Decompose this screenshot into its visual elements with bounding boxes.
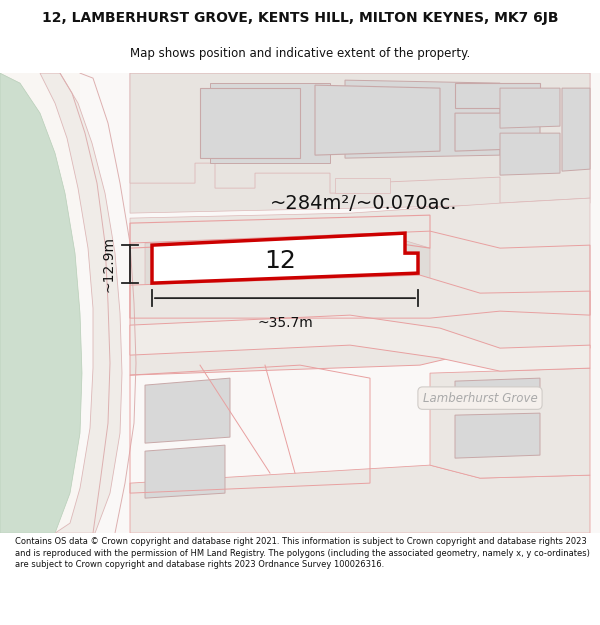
Text: Map shows position and indicative extent of the property.: Map shows position and indicative extent… [130, 48, 470, 61]
Polygon shape [145, 378, 230, 443]
Polygon shape [145, 233, 430, 330]
Polygon shape [130, 315, 590, 371]
Polygon shape [345, 80, 500, 158]
Polygon shape [145, 445, 225, 498]
Polygon shape [455, 413, 540, 458]
Polygon shape [152, 233, 418, 283]
Polygon shape [130, 198, 590, 318]
Polygon shape [130, 275, 590, 375]
Polygon shape [315, 85, 440, 155]
Polygon shape [500, 88, 560, 128]
Polygon shape [430, 368, 590, 478]
Text: 12, LAMBERHURST GROVE, KENTS HILL, MILTON KEYNES, MK7 6JB: 12, LAMBERHURST GROVE, KENTS HILL, MILTO… [42, 11, 558, 25]
Polygon shape [130, 73, 590, 203]
Polygon shape [130, 73, 590, 213]
Polygon shape [200, 88, 300, 158]
Text: Lamberhurst Grove: Lamberhurst Grove [422, 392, 538, 404]
Polygon shape [455, 113, 540, 151]
Text: ~35.7m: ~35.7m [257, 316, 313, 330]
Polygon shape [0, 73, 82, 533]
Polygon shape [455, 378, 540, 408]
Polygon shape [0, 73, 600, 533]
Polygon shape [562, 88, 590, 171]
Polygon shape [500, 133, 560, 175]
Polygon shape [40, 73, 122, 533]
Text: Contains OS data © Crown copyright and database right 2021. This information is : Contains OS data © Crown copyright and d… [15, 537, 590, 569]
Polygon shape [455, 83, 540, 108]
Text: ~284m²/~0.070ac.: ~284m²/~0.070ac. [270, 194, 458, 213]
Polygon shape [130, 465, 590, 533]
Polygon shape [80, 73, 600, 533]
Polygon shape [210, 83, 330, 163]
Polygon shape [335, 178, 390, 193]
Text: ~12.9m: ~12.9m [102, 236, 116, 292]
Text: 12: 12 [264, 249, 296, 273]
